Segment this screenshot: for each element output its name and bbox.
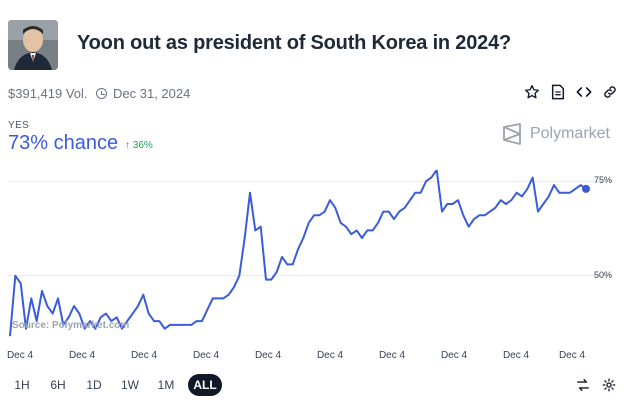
swap-arrows-icon[interactable]	[576, 378, 590, 392]
x-tick-label: Dec 4	[502, 350, 530, 361]
chance-value: 73% chance	[8, 132, 119, 154]
x-tick-label: Dec 4	[6, 350, 34, 361]
x-tick-label: Dec 4	[316, 350, 344, 361]
market-avatar	[8, 20, 58, 70]
price-chart	[8, 170, 612, 337]
y-tick-label: 50%	[593, 269, 612, 280]
x-tick-label: Dec 4	[130, 350, 158, 361]
end-date: Dec 31, 2024	[96, 86, 190, 101]
x-tick-label: Dec 4	[558, 350, 586, 361]
range-1d[interactable]: 1D	[86, 378, 102, 392]
action-bar	[524, 84, 618, 100]
link-icon[interactable]	[602, 84, 618, 100]
chart-tools	[576, 378, 616, 392]
chart-source: Source: Polymarket.com	[12, 320, 130, 331]
chance-change: ↑ 36%	[125, 140, 153, 151]
x-tick-label: Dec 4	[378, 350, 406, 361]
end-date-text: Dec 31, 2024	[113, 86, 191, 101]
document-icon[interactable]	[550, 84, 566, 100]
x-tick-label: Dec 4	[68, 350, 96, 361]
x-tick-label: Dec 4	[254, 350, 282, 361]
range-1m[interactable]: 1M	[157, 378, 175, 392]
brand-name: Polymarket	[529, 125, 610, 142]
range-all[interactable]: ALL	[188, 374, 222, 396]
range-1w[interactable]: 1W	[121, 378, 139, 392]
y-tick-label: 75%	[593, 175, 612, 186]
range-1h[interactable]: 1H	[14, 378, 30, 392]
current-point	[582, 184, 590, 193]
range-6h[interactable]: 6H	[50, 378, 66, 392]
x-tick-label: Dec 4	[440, 350, 468, 361]
market-title: Yoon out as president of South Korea in …	[77, 32, 512, 54]
polymarket-logo-icon	[503, 123, 521, 145]
volume-text: $391,419 Vol.	[8, 86, 88, 101]
polymarket-logo: Polymarket	[502, 123, 610, 145]
settings-gear-icon[interactable]	[602, 378, 616, 392]
time-range-selector: 1H 6H 1D 1W 1M ALL	[8, 374, 222, 396]
outcome-label: YES	[8, 120, 30, 131]
clock-icon	[96, 88, 107, 99]
star-icon[interactable]	[524, 84, 540, 100]
embed-code-icon[interactable]	[576, 84, 592, 100]
x-tick-label: Dec 4	[192, 350, 220, 361]
series-line-0	[9, 170, 587, 337]
x-axis-labels: Dec 4 Dec 4 Dec 4 Dec 4 Dec 4 Dec 4 Dec 4 Dec 4…	[0, 350, 640, 364]
